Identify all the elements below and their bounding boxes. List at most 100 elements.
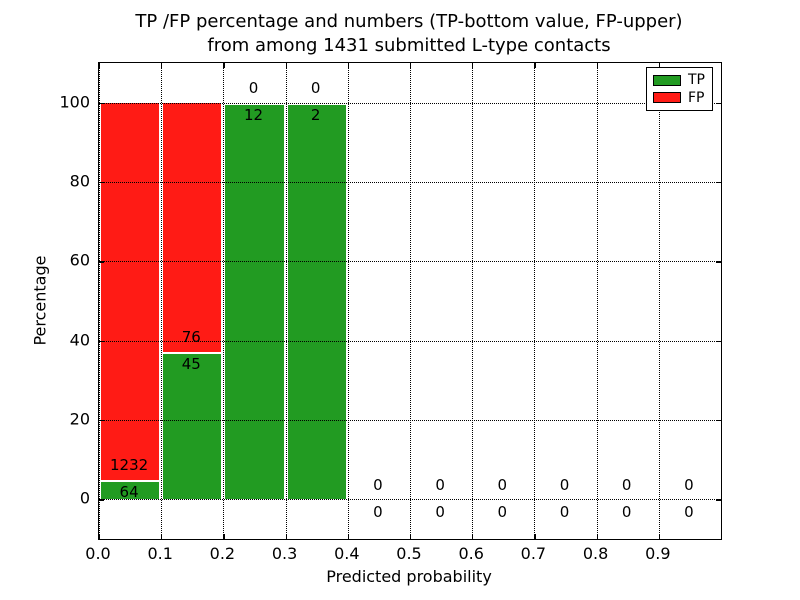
gridline-y-100: [99, 102, 721, 104]
bar-tp-bin-3: [285, 102, 348, 500]
fp-count-label-bin-9: 0: [684, 475, 694, 494]
fp-count-label-bin-8: 0: [621, 475, 632, 494]
bar-tp-bin-2: [223, 102, 286, 500]
y-tick-label-100: 100: [59, 92, 90, 112]
x-tick-top-0.7: [534, 63, 536, 68]
gridline-x-0.9: [658, 63, 660, 539]
fp-count-label-bin-4: 0: [373, 475, 383, 494]
tp-count-label-bin-8: 0: [621, 502, 632, 521]
y-tick-left-20: [99, 420, 104, 422]
y-tick-label-60: 60: [69, 250, 90, 270]
x-tick-top-0.2: [223, 63, 225, 68]
tp-count-label-bin-1: 45: [181, 355, 201, 374]
fp-count-label-bin-0: 1232: [110, 456, 149, 475]
x-tick-bottom-0.4: [347, 534, 350, 539]
tp-count-label-bin-9: 0: [684, 502, 694, 521]
gridline-x-0.6: [472, 63, 474, 539]
y-axis-label: Percentage: [30, 255, 50, 346]
x-tick-top-0.5: [410, 63, 412, 68]
legend-item-tp: TP: [653, 73, 706, 87]
gridline-x-0.3: [285, 63, 287, 539]
y-tick-label-20: 20: [69, 409, 90, 429]
x-tick-top-0.8: [596, 63, 598, 68]
gridline-x-0.2: [223, 63, 225, 539]
x-tick-label-0.3: 0.3: [271, 544, 298, 563]
gridline-y-20: [99, 420, 721, 421]
x-tick-top-0.3: [285, 63, 287, 68]
y-tick-right-100: [716, 102, 721, 104]
gridline-x-0.8: [596, 63, 598, 539]
gridline-x-0.0: [99, 63, 100, 539]
y-tick-label-0: 0: [79, 488, 90, 508]
y-tick-right-40: [716, 340, 721, 342]
x-tick-bottom-0.1: [161, 534, 163, 539]
bar-fp-bin-1: [161, 102, 224, 352]
tp-color-swatch: [653, 74, 681, 86]
chart-title: TP /FP percentage and numbers (TP-bottom…: [98, 10, 720, 58]
fp-count-label-bin-1: 76: [181, 328, 201, 347]
x-tick-top-0.1: [161, 63, 163, 68]
x-tick-label-0.4: 0.4: [334, 544, 360, 563]
tp-count-label-bin-6: 0: [497, 502, 508, 521]
y-tick-label-40: 40: [69, 330, 90, 350]
tp-count-label-bin-7: 0: [559, 502, 570, 521]
y-tick-label-80: 80: [69, 171, 90, 191]
gridline-y-60: [99, 261, 721, 263]
x-axis-label: Predicted probability: [326, 567, 492, 586]
x-tick-top-0.6: [472, 63, 474, 68]
bar-tp-bin-1: [161, 351, 224, 500]
x-tick-bottom-0.9: [658, 534, 661, 539]
x-tick-label-0.1: 0.1: [147, 544, 173, 563]
plot-area: [98, 62, 722, 540]
x-tick-label-0.2: 0.2: [209, 544, 236, 563]
x-tick-label-0.8: 0.8: [582, 544, 609, 563]
y-tick-right-20: [716, 420, 721, 422]
bar-fp-bin-0: [99, 102, 162, 480]
gridline-y-80: [99, 182, 721, 183]
tp-count-label-bin-4: 0: [373, 502, 383, 521]
fp-count-label-bin-3: 0: [310, 79, 321, 98]
gridline-x-0.7: [534, 63, 536, 539]
x-tick-label-0.9: 0.9: [645, 544, 671, 563]
x-tick-top-0.9: [658, 63, 661, 68]
x-tick-bottom-0.7: [534, 534, 536, 539]
x-tick-bottom-0.5: [410, 534, 412, 539]
chart-title-line2: from among 1431 submitted L-type contact…: [207, 35, 611, 56]
x-tick-bottom-0.8: [596, 534, 598, 539]
y-tick-right-0: [716, 499, 721, 501]
x-tick-bottom-0.2: [223, 534, 225, 539]
x-tick-top-0.0: [99, 63, 101, 68]
y-tick-left-60: [99, 261, 104, 263]
gridline-y-0: [99, 499, 721, 501]
bar-tp-bin-0: [99, 479, 162, 500]
tp-count-label-bin-5: 0: [435, 502, 445, 521]
gridline-y-40: [99, 340, 721, 342]
gridline-x-0.1: [161, 63, 163, 539]
fp-count-label-bin-5: 0: [435, 475, 445, 494]
legend-label-tp: TP: [688, 72, 705, 89]
fp-count-label-bin-7: 0: [559, 475, 570, 494]
x-tick-label-0.7: 0.7: [520, 544, 547, 563]
y-tick-left-0: [99, 499, 104, 501]
x-tick-bottom-0.0: [99, 534, 101, 539]
fp-count-label-bin-6: 0: [497, 475, 508, 494]
y-tick-right-80: [716, 182, 721, 184]
fp-color-swatch: [653, 92, 681, 104]
x-tick-label-0.0: 0.0: [85, 544, 111, 563]
y-tick-right-60: [716, 261, 721, 263]
x-tick-bottom-0.3: [285, 534, 287, 539]
x-tick-label-0.5: 0.5: [396, 544, 422, 563]
y-tick-left-100: [99, 102, 104, 104]
x-tick-bottom-0.6: [472, 534, 474, 539]
x-tick-top-0.4: [347, 63, 350, 68]
x-tick-label-0.6: 0.6: [458, 544, 484, 563]
gridline-x-0.5: [410, 63, 411, 539]
tp-count-label-bin-2: 12: [243, 106, 264, 125]
fp-count-label-bin-2: 0: [248, 79, 259, 98]
legend: TP FP: [646, 67, 713, 111]
tp-count-label-bin-0: 64: [119, 483, 139, 502]
y-tick-left-80: [99, 182, 104, 184]
tp-count-label-bin-3: 2: [310, 106, 321, 125]
chart-title-line1: TP /FP percentage and numbers (TP-bottom…: [135, 11, 683, 32]
